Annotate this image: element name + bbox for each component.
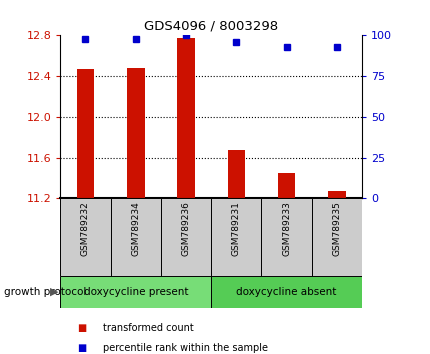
Text: percentile rank within the sample: percentile rank within the sample: [103, 343, 268, 353]
Bar: [60, 276, 211, 308]
Text: GSM789234: GSM789234: [131, 201, 140, 256]
Text: ■: ■: [77, 323, 86, 333]
Text: transformed count: transformed count: [103, 323, 194, 333]
Text: doxycycline present: doxycycline present: [83, 287, 187, 297]
Bar: [327, 191, 345, 198]
Bar: [211, 198, 261, 276]
Bar: [277, 173, 295, 198]
Text: GSM789235: GSM789235: [332, 201, 341, 256]
Bar: [60, 198, 111, 276]
Text: GSM789236: GSM789236: [181, 201, 190, 256]
Bar: [160, 198, 211, 276]
Bar: [77, 69, 94, 198]
Bar: [111, 198, 160, 276]
Bar: [311, 198, 361, 276]
Title: GDS4096 / 8003298: GDS4096 / 8003298: [144, 20, 278, 33]
Text: ■: ■: [77, 343, 86, 353]
Text: doxycycline absent: doxycycline absent: [236, 287, 336, 297]
Text: ▶: ▶: [49, 287, 58, 297]
Bar: [177, 39, 194, 198]
Text: GSM789233: GSM789233: [282, 201, 290, 256]
Bar: [211, 276, 361, 308]
Text: GSM789232: GSM789232: [81, 201, 90, 256]
Text: growth protocol: growth protocol: [4, 287, 86, 297]
Bar: [227, 150, 245, 198]
Text: GSM789231: GSM789231: [231, 201, 240, 256]
Bar: [127, 68, 144, 198]
Bar: [261, 198, 311, 276]
